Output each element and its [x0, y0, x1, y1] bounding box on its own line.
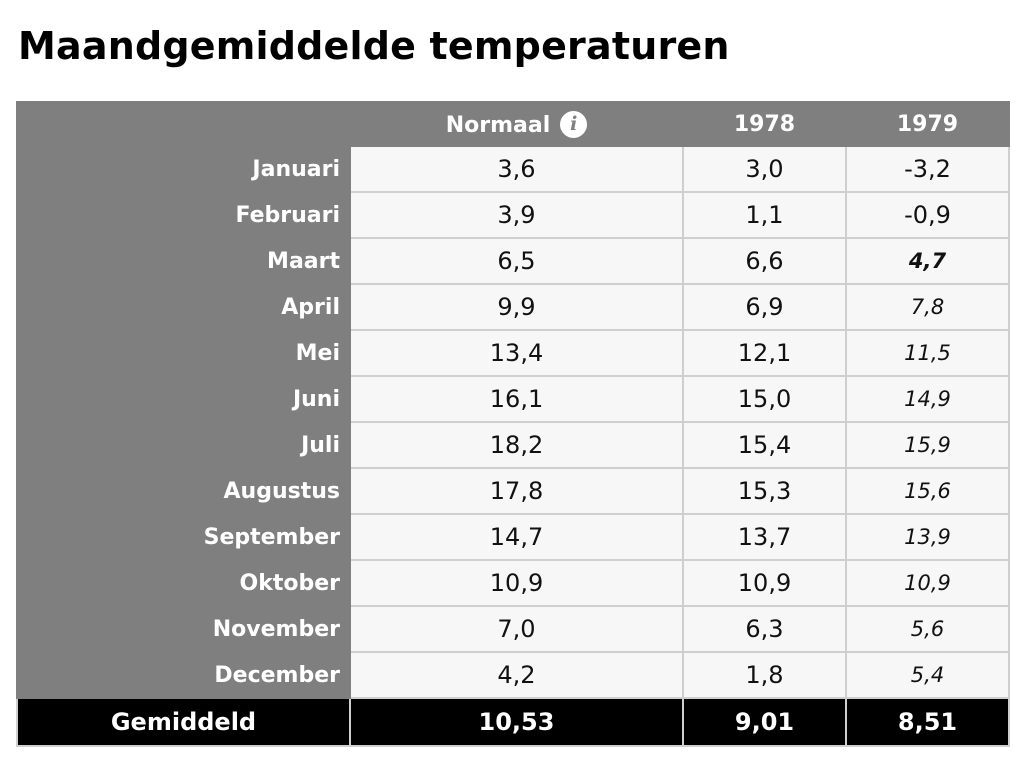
month-label: April: [16, 283, 351, 331]
normaal-cell: 16,1: [349, 375, 684, 423]
normaal-cell: 4,2: [349, 651, 684, 699]
month-label: Juni: [16, 375, 351, 423]
month-label: September: [16, 513, 351, 561]
year-1979-cell: 4,7: [845, 237, 1010, 285]
table-row: Mei 13,4 12,1 11,5: [16, 329, 1010, 377]
header-year-1979: 1979: [845, 101, 1010, 147]
month-label: Januari: [16, 145, 351, 193]
year-1978-cell: 15,3: [682, 467, 847, 515]
year-1979-cell: 15,6: [845, 467, 1010, 515]
normaal-cell: 10,9: [349, 559, 684, 607]
header-corner: [16, 101, 351, 147]
normaal-cell: 9,9: [349, 283, 684, 331]
year-1978-cell: 1,1: [682, 191, 847, 239]
year-1979-cell: 15,9: [845, 421, 1010, 469]
header-year-1978: 1978: [682, 101, 847, 147]
year-1978-cell: 15,4: [682, 421, 847, 469]
table-row: Maart 6,5 6,6 4,7: [16, 237, 1010, 285]
table-row: Juni 16,1 15,0 14,9: [16, 375, 1010, 423]
year-1979-cell: 5,4: [845, 651, 1010, 699]
footer-normaal: 10,53: [349, 697, 684, 747]
year-1979-cell: 11,5: [845, 329, 1010, 377]
month-label: Februari: [16, 191, 351, 239]
table-row: Oktober 10,9 10,9 10,9: [16, 559, 1010, 607]
year-1978-cell: 13,7: [682, 513, 847, 561]
normaal-cell: 17,8: [349, 467, 684, 515]
temperature-table: Normaal i 1978 1979 Januari 3,6 3,0 -3,2 …: [16, 101, 1010, 747]
year-1979-cell: 5,6: [845, 605, 1010, 653]
year-1978-cell: 6,9: [682, 283, 847, 331]
month-label: November: [16, 605, 351, 653]
month-label: December: [16, 651, 351, 699]
table-row: December 4,2 1,8 5,4: [16, 651, 1010, 699]
table-row: Augustus 17,8 15,3 15,6: [16, 467, 1010, 515]
month-label: Oktober: [16, 559, 351, 607]
table-row: September 14,7 13,7 13,9: [16, 513, 1010, 561]
year-1979-cell: 13,9: [845, 513, 1010, 561]
year-1979-cell: 7,8: [845, 283, 1010, 331]
year-1978-cell: 10,9: [682, 559, 847, 607]
footer-label: Gemiddeld: [16, 697, 351, 747]
year-1979-cell: 14,9: [845, 375, 1010, 423]
normaal-cell: 6,5: [349, 237, 684, 285]
footer-year-1979: 8,51: [845, 697, 1010, 747]
footer-year-1978: 9,01: [682, 697, 847, 747]
info-icon[interactable]: i: [560, 110, 588, 138]
table-row: Januari 3,6 3,0 -3,2: [16, 145, 1010, 193]
normaal-cell: 13,4: [349, 329, 684, 377]
normaal-cell: 18,2: [349, 421, 684, 469]
table-row: April 9,9 6,9 7,8: [16, 283, 1010, 331]
year-1979-cell: -0,9: [845, 191, 1010, 239]
month-label: Juli: [16, 421, 351, 469]
year-1979-cell: -3,2: [845, 145, 1010, 193]
normaal-cell: 14,7: [349, 513, 684, 561]
header-normaal-label: Normaal: [445, 112, 551, 138]
year-1978-cell: 12,1: [682, 329, 847, 377]
footer-row: Gemiddeld 10,53 9,01 8,51: [16, 697, 1010, 747]
normaal-cell: 7,0: [349, 605, 684, 653]
table-row: November 7,0 6,3 5,6: [16, 605, 1010, 653]
month-label: Maart: [16, 237, 351, 285]
header-normaal: Normaal i: [349, 101, 684, 147]
month-label: Mei: [16, 329, 351, 377]
year-1979-cell: 10,9: [845, 559, 1010, 607]
year-1978-cell: 6,3: [682, 605, 847, 653]
table-row: Februari 3,9 1,1 -0,9: [16, 191, 1010, 239]
year-1978-cell: 1,8: [682, 651, 847, 699]
table-row: Juli 18,2 15,4 15,9: [16, 421, 1010, 469]
header-row: Normaal i 1978 1979: [16, 101, 1010, 147]
normaal-cell: 3,9: [349, 191, 684, 239]
month-label: Augustus: [16, 467, 351, 515]
normaal-cell: 3,6: [349, 145, 684, 193]
page-title: Maandgemiddelde temperaturen: [18, 24, 730, 68]
year-1978-cell: 15,0: [682, 375, 847, 423]
year-1978-cell: 6,6: [682, 237, 847, 285]
year-1978-cell: 3,0: [682, 145, 847, 193]
